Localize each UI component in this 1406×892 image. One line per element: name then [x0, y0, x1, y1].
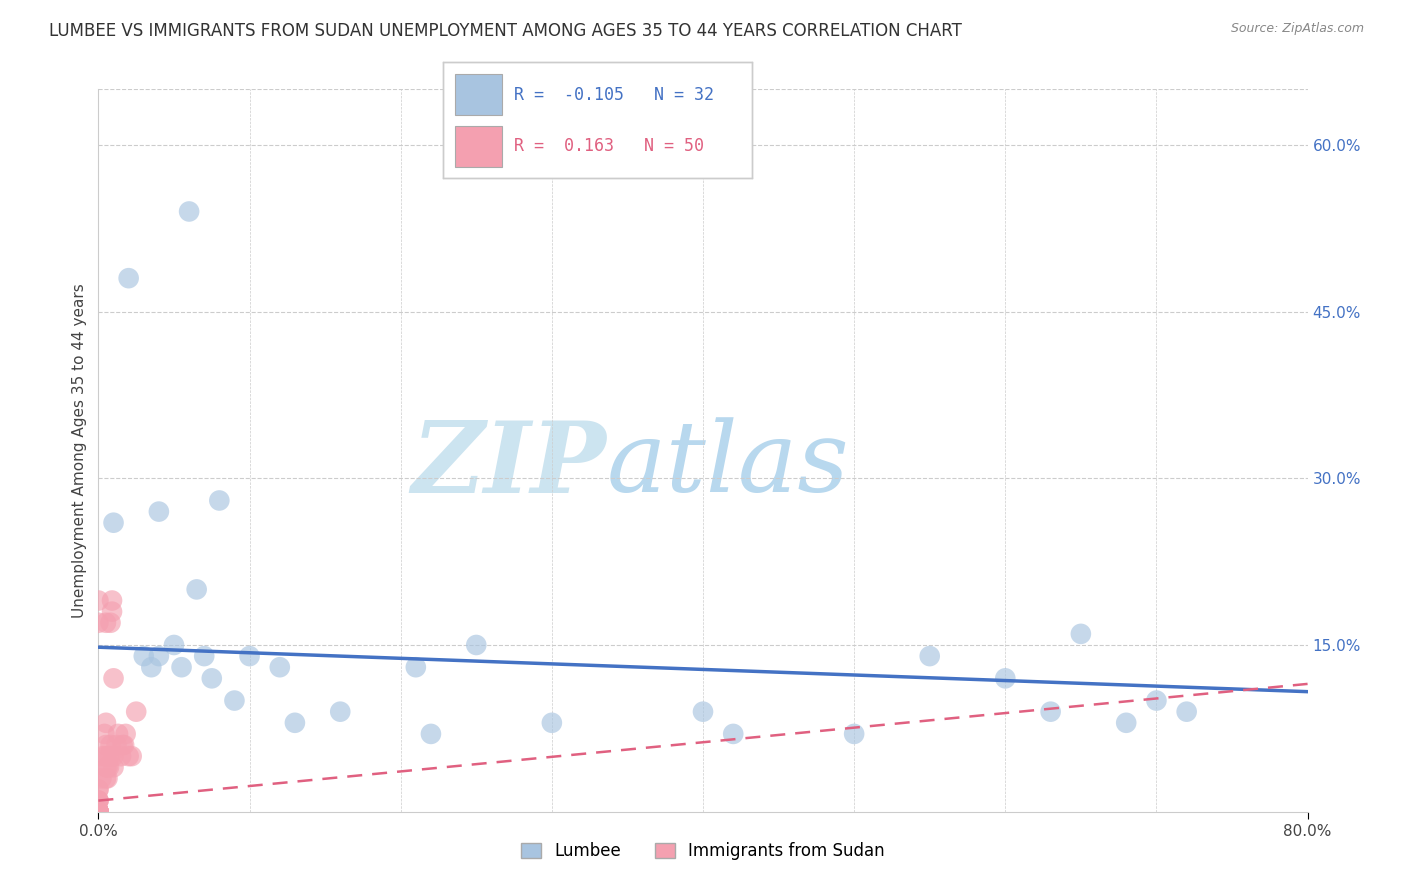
Point [87, 805, 110, 819]
Point [193, 649, 215, 664]
Point [87, 794, 110, 808]
Point [723, 727, 745, 741]
Point [87, 805, 110, 819]
Point [100, 738, 122, 752]
Point [100, 615, 122, 630]
Point [1039, 705, 1062, 719]
FancyBboxPatch shape [456, 126, 502, 167]
Point [87, 805, 110, 819]
Point [118, 271, 141, 285]
Text: ZIP: ZIP [412, 417, 606, 513]
Point [994, 671, 1017, 685]
Point [94, 738, 117, 752]
Point [125, 705, 148, 719]
Point [405, 660, 427, 674]
Text: Source: ZipAtlas.com: Source: ZipAtlas.com [1230, 22, 1364, 36]
Text: LUMBEE VS IMMIGRANTS FROM SUDAN UNEMPLOYMENT AMONG AGES 35 TO 44 YEARS CORRELATI: LUMBEE VS IMMIGRANTS FROM SUDAN UNEMPLOY… [49, 22, 962, 40]
Point [93, 727, 115, 741]
Point [94, 615, 117, 630]
Point [87, 805, 110, 819]
Point [94, 749, 117, 764]
Point [87, 794, 110, 808]
Point [87, 805, 110, 819]
Point [224, 693, 246, 707]
Point [91, 749, 114, 764]
Text: R =  -0.105   N = 32: R = -0.105 N = 32 [515, 86, 714, 103]
Point [87, 794, 110, 808]
Point [465, 638, 488, 652]
Point [87, 805, 110, 819]
Y-axis label: Unemployment Among Ages 35 to 44 years: Unemployment Among Ages 35 to 44 years [72, 283, 87, 618]
Point [186, 582, 208, 597]
Point [208, 493, 231, 508]
Point [87, 805, 110, 819]
Point [94, 760, 117, 774]
Point [87, 782, 110, 797]
Point [94, 772, 117, 786]
Point [101, 593, 124, 607]
Point [112, 738, 135, 752]
Point [148, 505, 170, 519]
Point [87, 615, 110, 630]
Point [103, 760, 125, 774]
Point [163, 638, 186, 652]
Point [1070, 627, 1092, 641]
Point [918, 649, 941, 664]
Point [87, 805, 110, 819]
Point [87, 782, 110, 797]
FancyBboxPatch shape [456, 74, 502, 114]
Point [87, 593, 110, 607]
Point [269, 660, 291, 674]
Point [98, 749, 121, 764]
Text: R =  0.163   N = 50: R = 0.163 N = 50 [515, 137, 704, 155]
Point [284, 715, 307, 730]
Point [100, 749, 122, 764]
Point [239, 649, 262, 664]
Point [105, 738, 128, 752]
Point [844, 727, 866, 741]
Point [101, 605, 124, 619]
Point [692, 705, 714, 719]
Point [107, 727, 129, 741]
Point [87, 805, 110, 819]
Point [148, 649, 170, 664]
Point [87, 805, 110, 819]
Point [132, 649, 155, 664]
Point [90, 772, 112, 786]
Point [87, 805, 110, 819]
Point [1175, 705, 1198, 719]
Point [540, 715, 562, 730]
Point [141, 660, 163, 674]
Text: atlas: atlas [606, 417, 849, 513]
Point [170, 660, 193, 674]
Point [111, 738, 134, 752]
Point [1144, 693, 1167, 707]
Point [201, 671, 224, 685]
Point [121, 749, 143, 764]
Point [329, 705, 352, 719]
Point [98, 760, 121, 774]
Point [87, 805, 110, 819]
Point [420, 727, 443, 741]
Point [114, 727, 136, 741]
Point [87, 805, 110, 819]
Point [1115, 715, 1137, 730]
Point [103, 516, 125, 530]
Point [96, 772, 118, 786]
Point [118, 749, 141, 764]
Point [179, 204, 201, 219]
Point [110, 749, 132, 764]
Point [94, 715, 117, 730]
Legend: Lumbee, Immigrants from Sudan: Lumbee, Immigrants from Sudan [513, 834, 893, 869]
Point [103, 671, 125, 685]
Point [96, 760, 118, 774]
Point [103, 749, 125, 764]
